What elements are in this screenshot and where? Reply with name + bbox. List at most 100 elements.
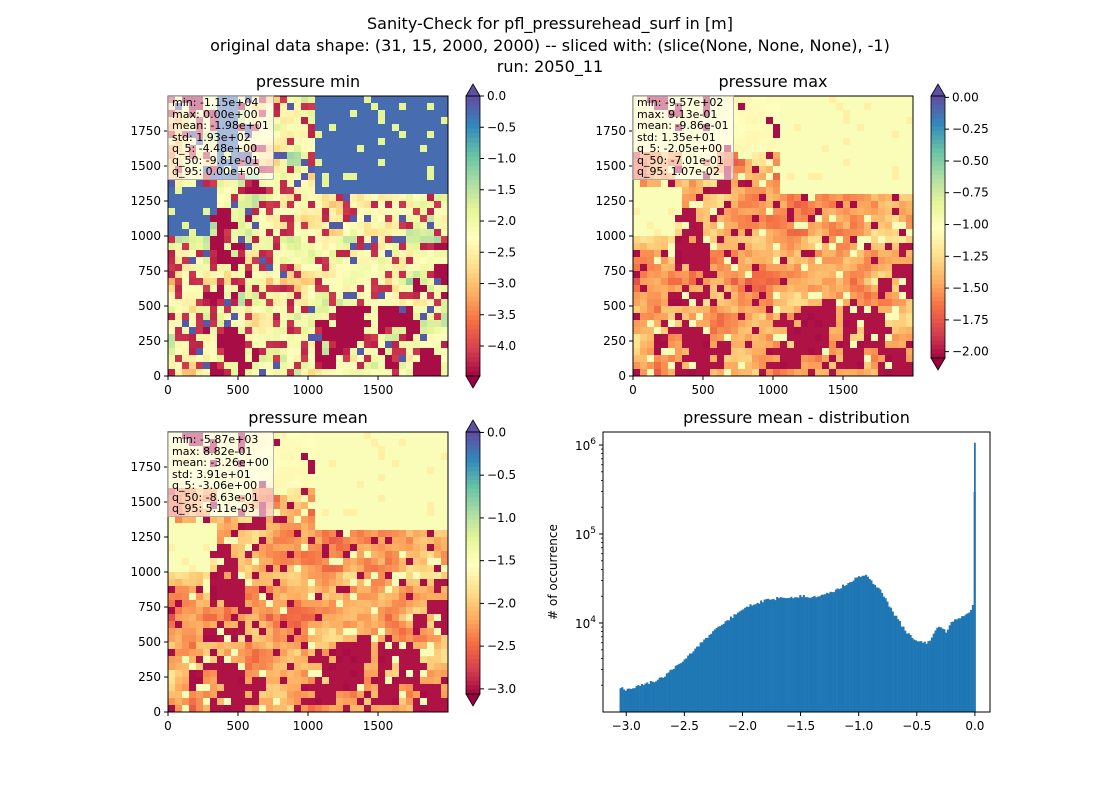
heatmap-cell	[364, 523, 372, 531]
heatmap-cell	[336, 103, 344, 111]
heatmap-cell	[661, 215, 669, 223]
heatmap-cell	[441, 537, 449, 545]
heatmap-cell	[682, 327, 690, 335]
heatmap-cell	[710, 257, 718, 265]
heatmap-cell	[196, 355, 204, 363]
heatmap-cell	[399, 250, 407, 258]
heatmap-cell	[829, 229, 837, 237]
heatmap-cell	[301, 362, 309, 370]
heatmap-cell	[252, 614, 260, 622]
heatmap-cell	[217, 208, 225, 216]
heatmap-cell	[780, 257, 788, 265]
heatmap-cell	[703, 334, 711, 342]
heatmap-cell	[294, 453, 302, 461]
heatmap-cell	[168, 705, 176, 713]
colorbar-segment	[466, 184, 480, 190]
heatmap-cell	[399, 530, 407, 538]
heatmap-cell	[364, 558, 372, 566]
heatmap-cell	[273, 439, 281, 447]
heatmap-cell	[392, 432, 400, 440]
heatmap-cell	[266, 292, 274, 300]
heatmap-cell	[378, 656, 386, 664]
heatmap-cell	[266, 327, 274, 335]
heatmap-cell	[343, 579, 351, 587]
heatmap-cell	[343, 222, 351, 230]
heatmap-cell	[815, 117, 823, 125]
heatmap-cell	[787, 173, 795, 181]
heatmap-cell	[294, 516, 302, 524]
heatmap-cell	[273, 236, 281, 244]
heatmap-cell	[203, 355, 211, 363]
heatmap-cell	[864, 306, 872, 314]
heatmap-cell	[329, 124, 337, 132]
heatmap-cell	[294, 110, 302, 118]
heatmap-cell	[301, 691, 309, 699]
heatmap-cell	[906, 362, 914, 370]
heatmap-cell	[724, 208, 732, 216]
heatmap-cell	[689, 334, 697, 342]
heatmap-cell	[336, 362, 344, 370]
heatmap-cell	[252, 558, 260, 566]
heatmap-cell	[280, 173, 288, 181]
heatmap-cell	[308, 173, 316, 181]
heatmap-cell	[413, 656, 421, 664]
heatmap-cell	[329, 663, 337, 671]
heatmap-cell	[843, 110, 851, 118]
heatmap-cell	[259, 614, 267, 622]
heatmap-cell	[434, 586, 442, 594]
heatmap-cell	[175, 236, 183, 244]
heatmap-cell	[203, 558, 211, 566]
heatmap-cell	[287, 187, 295, 195]
heatmap-cell	[287, 572, 295, 580]
heatmap-cell	[168, 341, 176, 349]
heatmap-cell	[745, 159, 753, 167]
heatmap-cell	[885, 166, 893, 174]
heatmap-cell	[259, 285, 267, 293]
heatmap-cell	[315, 250, 323, 258]
heatmap-cell	[378, 355, 386, 363]
heatmap-cell	[287, 621, 295, 629]
heatmap-cell	[808, 110, 816, 118]
heatmap-cell	[441, 292, 449, 300]
heatmap-cell	[294, 187, 302, 195]
heatmap-cell	[766, 243, 774, 251]
heatmap-cell	[273, 642, 281, 650]
heatmap-cell	[689, 327, 697, 335]
heatmap-cell	[661, 362, 669, 370]
heatmap-cell	[413, 460, 421, 468]
heatmap-cell	[689, 201, 697, 209]
heatmap-cell	[427, 278, 435, 286]
heatmap-cell	[441, 355, 449, 363]
heatmap-cell	[308, 656, 316, 664]
heatmap-cell	[245, 264, 253, 272]
heatmap-cell	[329, 208, 337, 216]
heatmap-cell	[301, 593, 309, 601]
heatmap-cell	[689, 243, 697, 251]
heatmap-cell	[224, 299, 232, 307]
heatmap-cell	[703, 292, 711, 300]
heatmap-cell	[766, 313, 774, 321]
heatmap-cell	[787, 250, 795, 258]
heatmap-cell	[350, 656, 358, 664]
heatmap-cell	[203, 614, 211, 622]
heatmap-cell	[857, 208, 865, 216]
heatmap-cell	[301, 516, 309, 524]
heatmap-cell	[224, 341, 232, 349]
heatmap-cell	[801, 145, 809, 153]
heatmap-cell	[413, 194, 421, 202]
heatmap-cell	[441, 670, 449, 678]
heatmap-cell	[427, 264, 435, 272]
heatmap-cell	[434, 614, 442, 622]
heatmap-cell	[266, 691, 274, 699]
heatmap-cell	[878, 334, 886, 342]
heatmap-cell	[259, 292, 267, 300]
heatmap-cell	[259, 677, 267, 685]
heatmap-cell	[238, 271, 246, 279]
heatmap-cell	[441, 628, 449, 636]
heatmap-cell	[745, 152, 753, 160]
heatmap-cell	[350, 215, 358, 223]
heatmap-cell	[675, 369, 683, 377]
heatmap-cell	[661, 299, 669, 307]
heatmap-cell	[731, 222, 739, 230]
colorbar-segment	[466, 250, 480, 256]
